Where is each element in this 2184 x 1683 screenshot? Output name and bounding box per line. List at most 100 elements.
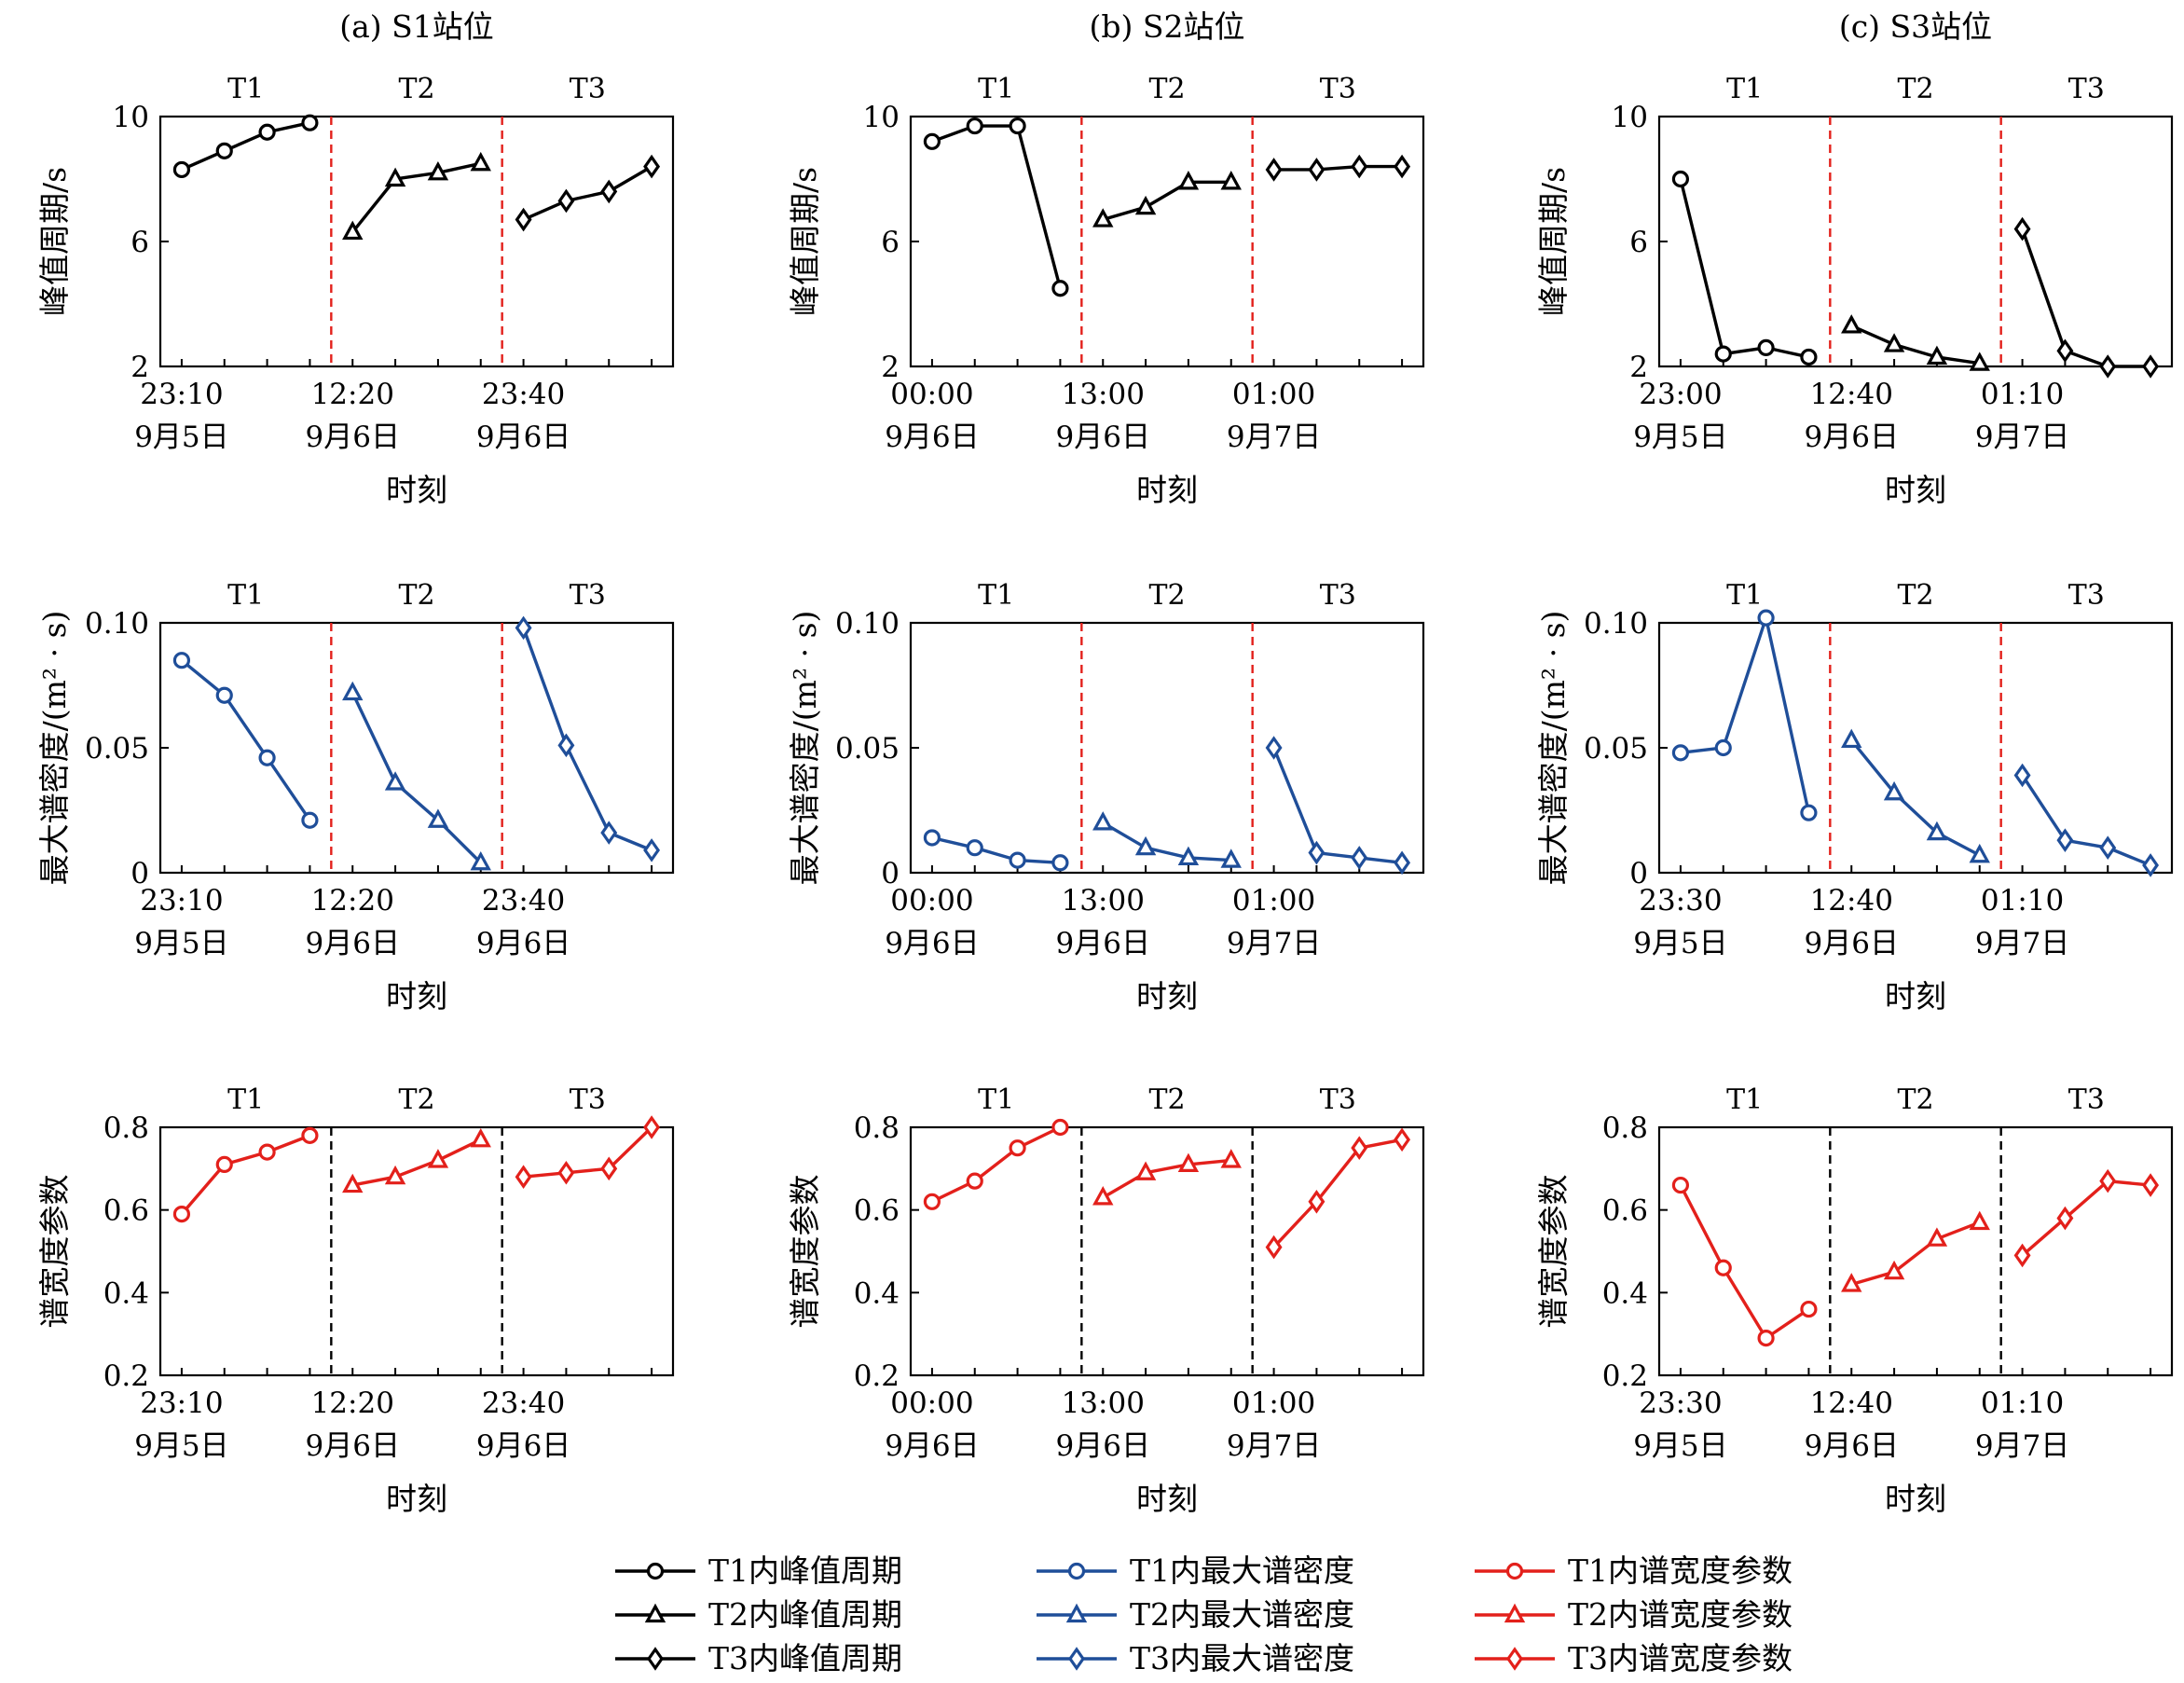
group-label: T1 (227, 73, 264, 105)
y-tick-label: 10 (113, 101, 149, 134)
series-line-t3 (523, 1125, 653, 1179)
data-point (1757, 609, 1775, 627)
series-line-t2 (1102, 1158, 1231, 1199)
x-tick-time-label: 01:10 (1981, 884, 2064, 917)
data-point (1051, 854, 1069, 872)
legend-marker (1505, 1562, 1524, 1580)
group-label: T3 (1320, 579, 1356, 612)
data-point (1009, 1139, 1026, 1157)
legend-label: T2内最大谱密度 (1130, 1596, 1354, 1633)
data-point (1351, 154, 1368, 179)
x-tick-time-label: 13:00 (1062, 884, 1145, 917)
chart-panel: T1 T2 T3 0.2 0.4 0.6 0.8 23:10 9月5日 12:20 9月6日 23:4… (36, 1083, 675, 1517)
x-tick-date-label: 9月6日 (885, 1429, 979, 1463)
series-line-t3 (2020, 228, 2151, 368)
data-point (1308, 158, 1326, 182)
data-point (342, 1173, 364, 1193)
data-point (1883, 780, 1905, 801)
data-point (1134, 1161, 1157, 1180)
group-label: T3 (2068, 73, 2105, 105)
y-tick-label: 6 (881, 226, 900, 259)
x-tick-date-label: 9月5日 (134, 421, 228, 454)
data-point (1265, 1235, 1283, 1260)
data-point (301, 114, 319, 131)
series-line-t3 (522, 165, 652, 222)
series-line-t1 (181, 121, 310, 172)
x-tick-time-label: 23:10 (140, 884, 223, 917)
data-point (1177, 1152, 1200, 1173)
series-line-t2 (350, 692, 482, 864)
chart-panel: T1 T2 T3 0.2 0.4 0.6 0.8 00:00 9月6日 13:00 9月6日 01:0… (787, 1083, 1425, 1517)
y-tick-label: 0.8 (1602, 1111, 1648, 1145)
series-line-t3 (2021, 774, 2151, 867)
data-point (515, 1165, 532, 1189)
y-tick-label: 0.6 (103, 1194, 149, 1228)
group-label: T1 (227, 579, 264, 612)
y-tick-label: 0.8 (854, 1111, 900, 1145)
x-tick-date-label: 9月6日 (306, 927, 400, 960)
x-tick-date-label: 9月7日 (1975, 421, 2069, 454)
legend-marker (1065, 1603, 1088, 1623)
x-tick-time-label: 23:00 (1639, 378, 1722, 411)
legend-entry: T3内峰值周期 (615, 1640, 902, 1676)
x-tick-date-label: 9月6日 (306, 421, 400, 454)
data-point (1308, 1190, 1326, 1214)
y-axis-label: 谱宽度参数 (1535, 1175, 1572, 1329)
y-axis-label: 峰值周期/s (1535, 167, 1572, 316)
y-tick-label: 2 (881, 351, 900, 384)
x-tick-date-label: 9月6日 (885, 421, 979, 454)
data-point (172, 160, 191, 179)
data-point (1841, 728, 1862, 749)
series-line-t3 (1273, 164, 1403, 172)
y-tick-label: 2 (130, 351, 149, 384)
legend-marker (644, 1603, 666, 1623)
data-point (2013, 216, 2031, 241)
y-tick-label: 0.10 (1584, 607, 1648, 641)
x-tick-time-label: 12:20 (311, 378, 394, 411)
group-label: T1 (978, 579, 1014, 612)
group-label: T2 (1148, 579, 1185, 612)
data-point (427, 808, 449, 828)
legend-label: T1内峰值周期 (708, 1552, 902, 1589)
group-label: T3 (1320, 1083, 1356, 1116)
column-title: (b) S2站位 (1090, 8, 1245, 45)
data-point (2142, 1173, 2160, 1197)
group-label: T1 (1726, 73, 1763, 105)
data-point (215, 1155, 233, 1174)
x-tick-date-label: 9月7日 (1975, 927, 2069, 960)
data-point (1757, 1329, 1775, 1347)
data-point (1800, 348, 1818, 366)
x-tick-time-label: 00:00 (890, 1386, 973, 1420)
group-label: T2 (1897, 579, 1933, 612)
column-title: (a) S1站位 (339, 8, 494, 45)
group-label: T1 (978, 1083, 1014, 1116)
data-point (1051, 1118, 1069, 1137)
data-point (1092, 811, 1114, 831)
data-point (2013, 1243, 2031, 1268)
x-tick-date-label: 9月5日 (1633, 421, 1727, 454)
data-point (342, 681, 364, 701)
y-tick-label: 6 (1629, 226, 1648, 259)
legend-marker (1068, 1647, 1085, 1671)
y-tick-label: 2 (1629, 351, 1648, 384)
x-tick-time-label: 23:40 (482, 884, 565, 917)
data-point (258, 749, 276, 766)
data-point (1969, 352, 1990, 371)
group-label: T2 (398, 1083, 434, 1116)
data-point (1134, 835, 1157, 856)
y-tick-label: 0.10 (85, 607, 149, 641)
legend-entry: T3内最大谱密度 (1037, 1640, 1354, 1676)
data-point (1265, 736, 1283, 760)
x-tick-date-label: 9月6日 (1805, 421, 1899, 454)
data-point (1351, 1136, 1368, 1160)
group-label: T3 (2068, 1083, 2105, 1116)
plot-frame (158, 115, 675, 368)
plot-frame (158, 1125, 675, 1377)
x-tick-time-label: 12:40 (1810, 378, 1893, 411)
data-point (301, 1126, 319, 1144)
data-point (470, 1127, 491, 1148)
x-tick-time-label: 01:10 (1981, 378, 2064, 411)
